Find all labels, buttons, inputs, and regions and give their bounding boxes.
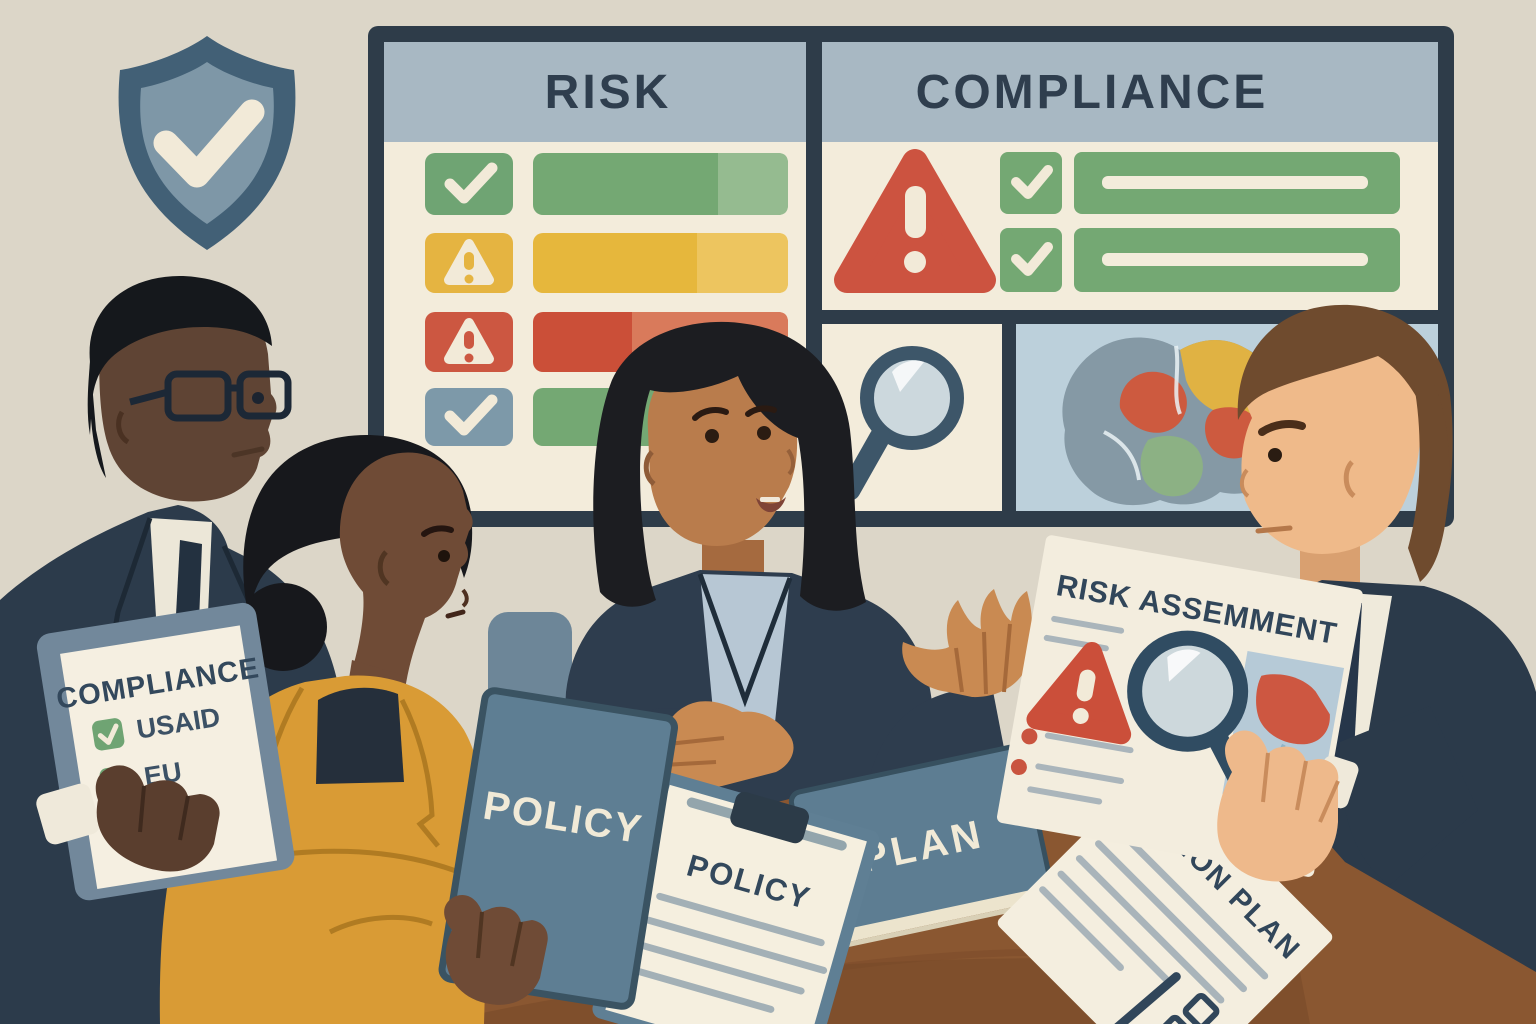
warning-icon: [444, 318, 494, 364]
bullet-lines: [1010, 728, 1134, 805]
checked-line-row: [1000, 228, 1400, 292]
warning-icon: [1026, 641, 1132, 745]
person-center-woman: [560, 321, 936, 810]
policy-folder: POLICY: [438, 687, 678, 1010]
check-icon: [444, 162, 498, 204]
status-row-green: [425, 153, 788, 215]
shield-check-icon: [118, 36, 296, 250]
policy-paper: POLICY: [592, 772, 880, 1024]
check-icon: [444, 394, 498, 436]
check-icon: [1011, 242, 1053, 276]
alert-triangle-icon: [834, 149, 996, 293]
checked-line-row: [1000, 152, 1400, 214]
check-icon: [1011, 165, 1053, 199]
checkbox-icons: [1111, 972, 1220, 1024]
compliance-clipboard: COMPLIANCE USAID EU UN: [36, 602, 295, 901]
magnifier-icon: [839, 346, 964, 501]
status-row-yellow: [425, 233, 788, 293]
right-man-hand: [1217, 706, 1478, 885]
clipboard-check-icon: [92, 718, 125, 751]
glasses-icon: [129, 370, 292, 422]
risk-panel-title: RISK: [545, 66, 672, 119]
warning-icon: [444, 239, 494, 285]
compliance-panel-title: COMPLIANCE: [916, 66, 1269, 119]
